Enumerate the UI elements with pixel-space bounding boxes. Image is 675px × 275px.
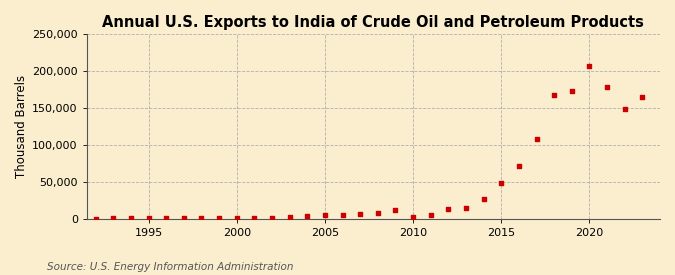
Point [267, 216, 277, 220]
Title: Annual U.S. Exports to India of Crude Oil and Petroleum Products: Annual U.S. Exports to India of Crude Oi… [103, 15, 645, 30]
Point [302, 214, 313, 218]
Point [284, 215, 295, 220]
Point [232, 216, 242, 220]
Point [549, 93, 560, 98]
Point [126, 216, 136, 221]
Point [531, 137, 542, 141]
Point [249, 216, 260, 220]
Point [143, 216, 154, 221]
Point [161, 216, 171, 220]
Point [460, 206, 471, 210]
Point [478, 197, 489, 201]
Y-axis label: Thousand Barrels: Thousand Barrels [15, 75, 28, 178]
Point [637, 95, 648, 99]
Point [601, 85, 612, 89]
Point [337, 212, 348, 217]
Point [214, 216, 225, 221]
Point [408, 214, 418, 219]
Point [390, 208, 401, 212]
Point [319, 213, 330, 217]
Point [373, 211, 383, 215]
Point [514, 163, 524, 168]
Text: Source: U.S. Energy Information Administration: Source: U.S. Energy Information Administ… [47, 262, 294, 272]
Point [90, 216, 101, 221]
Point [425, 212, 436, 217]
Point [496, 181, 507, 186]
Point [566, 89, 577, 93]
Point [108, 216, 119, 220]
Point [620, 107, 630, 112]
Point [584, 64, 595, 68]
Point [355, 211, 366, 216]
Point [178, 215, 189, 220]
Point [443, 207, 454, 211]
Point [196, 216, 207, 220]
